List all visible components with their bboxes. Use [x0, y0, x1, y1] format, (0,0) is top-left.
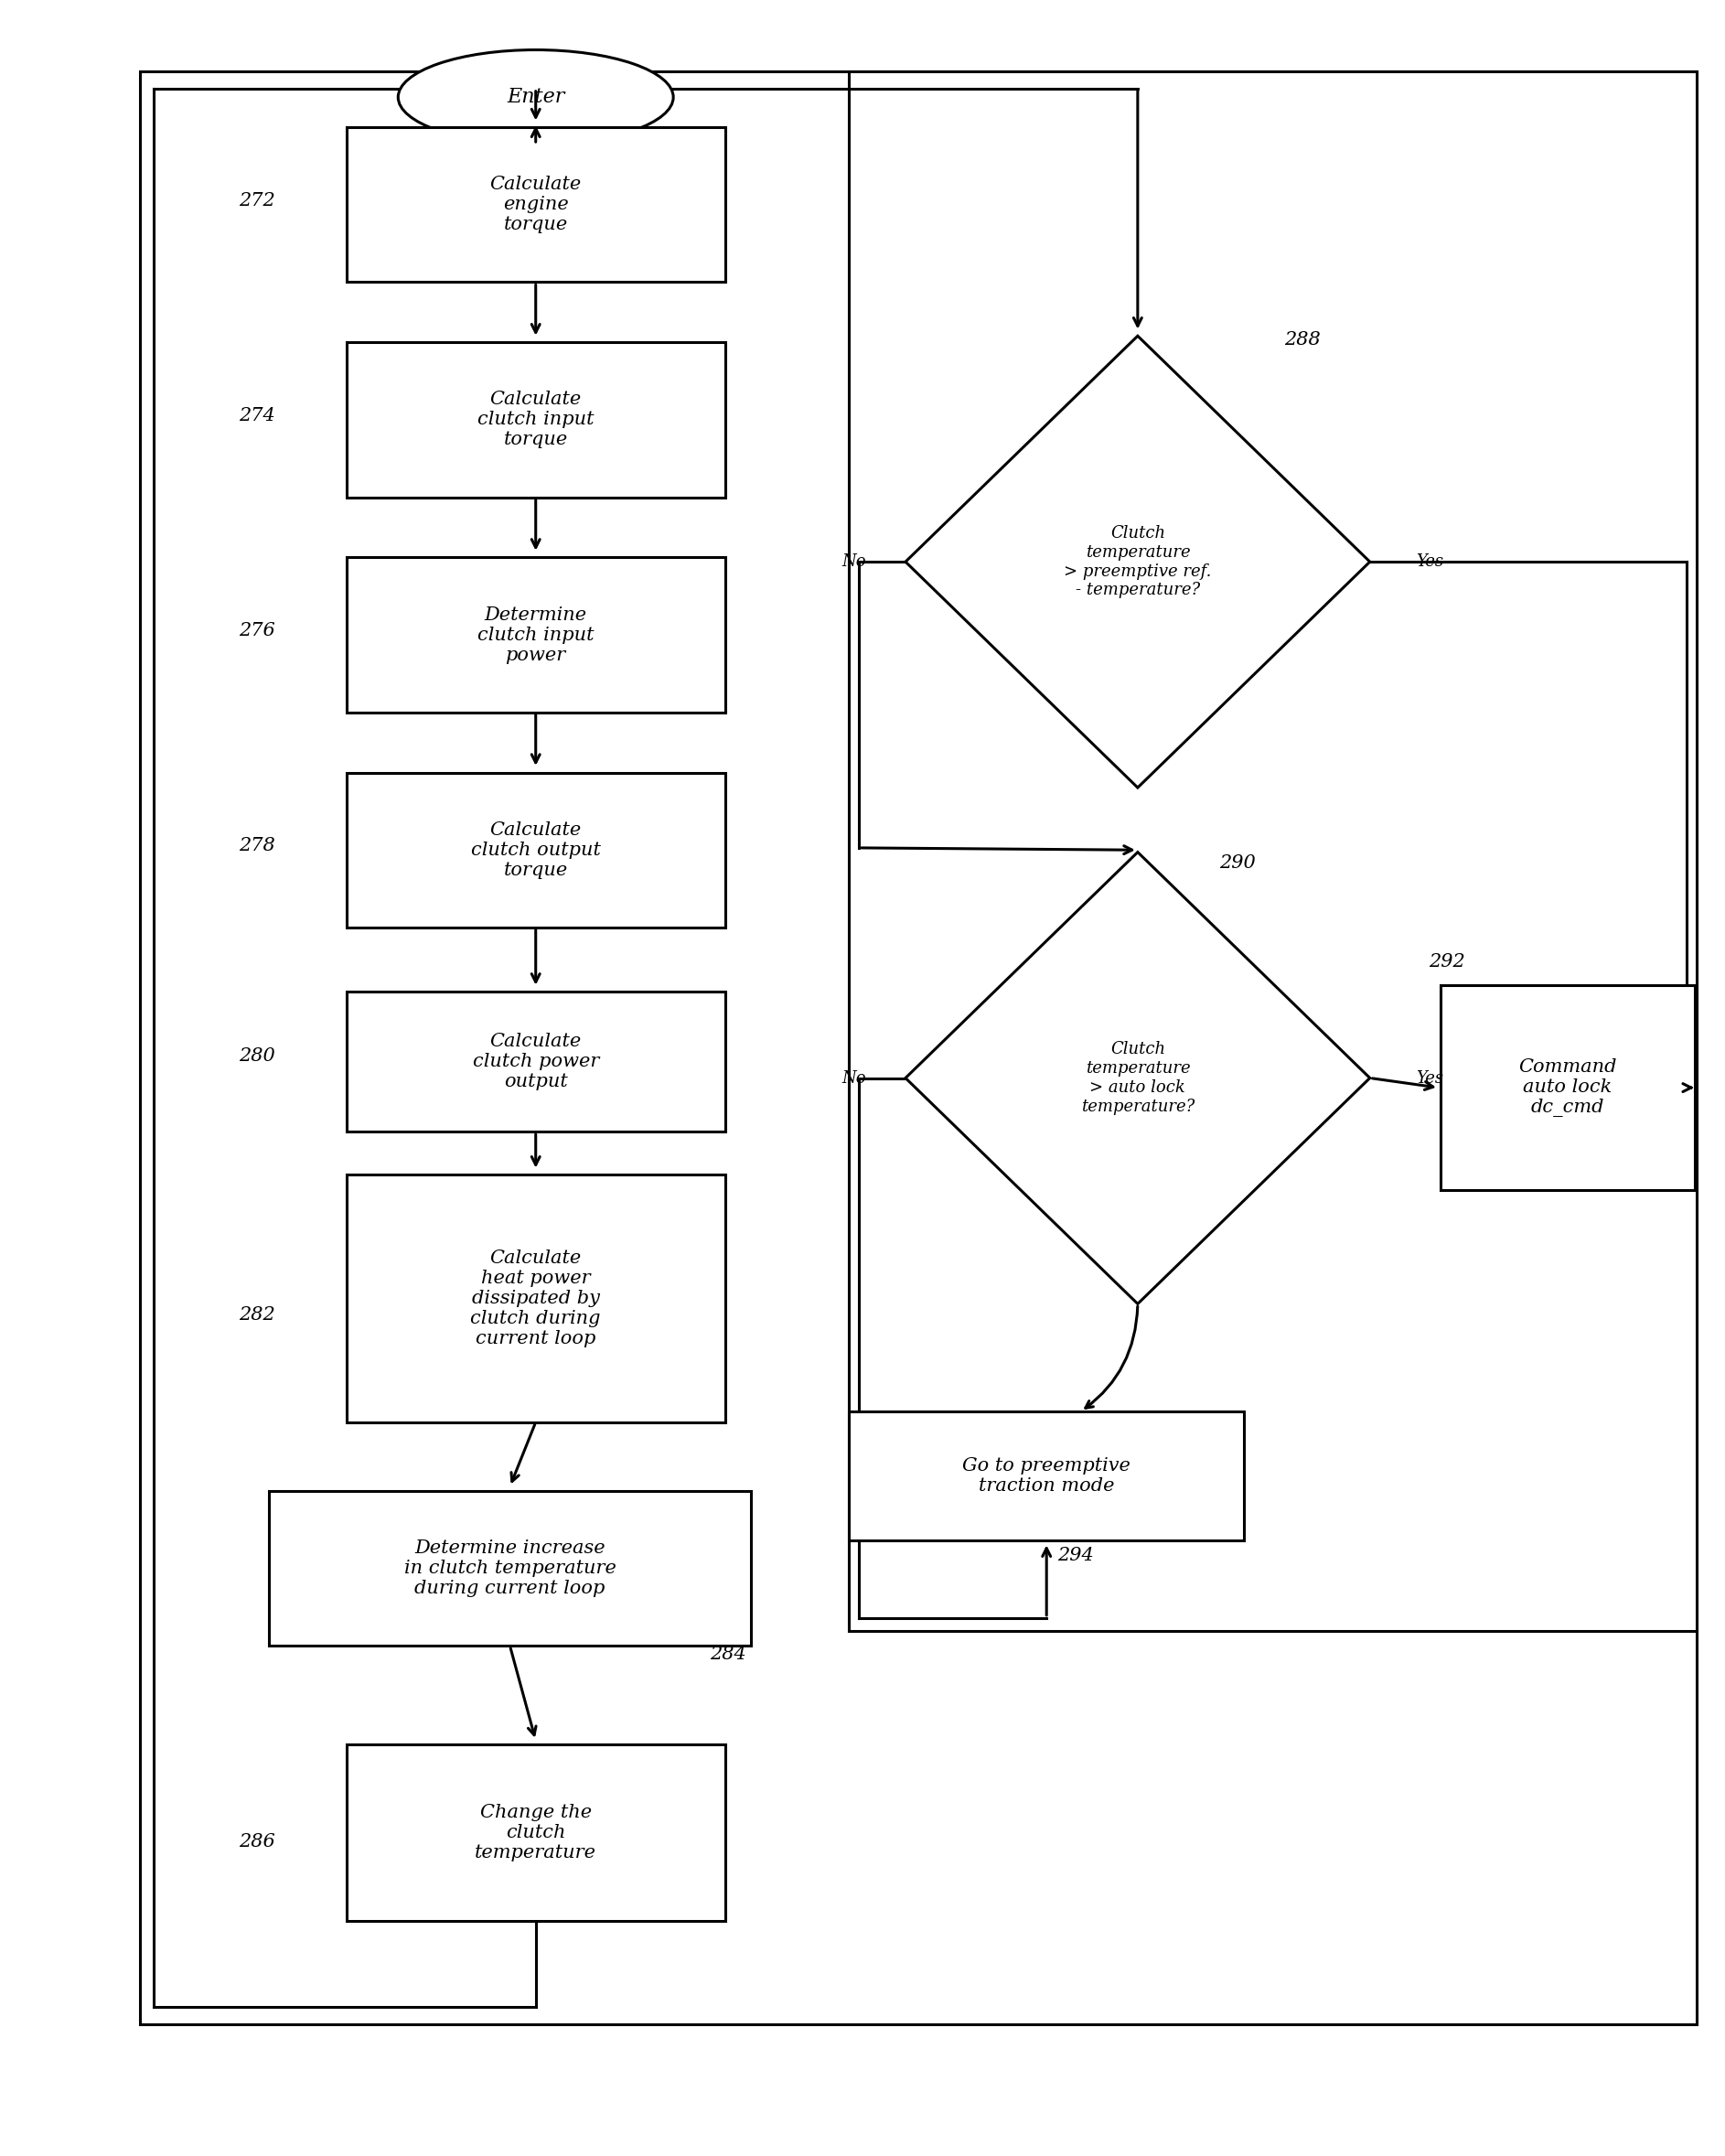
Text: 284: 284 [711, 1645, 747, 1662]
Text: Clutch
temperature
> auto lock
temperature?: Clutch temperature > auto lock temperatu… [1082, 1041, 1194, 1115]
Text: No: No [842, 1069, 866, 1087]
Text: Change the
clutch
temperature: Change the clutch temperature [474, 1805, 597, 1863]
Text: Yes: Yes [1416, 1069, 1444, 1087]
FancyBboxPatch shape [347, 127, 724, 282]
Text: Calculate
engine
torque: Calculate engine torque [490, 177, 581, 233]
FancyBboxPatch shape [849, 1412, 1244, 1539]
Text: Go to preemptive
traction mode: Go to preemptive traction mode [963, 1457, 1130, 1494]
Text: No: No [842, 554, 866, 569]
FancyBboxPatch shape [347, 772, 724, 927]
Text: Yes: Yes [1416, 554, 1444, 569]
Text: Calculate
clutch output
torque: Calculate clutch output torque [471, 821, 600, 880]
Text: Calculate
clutch power
output: Calculate clutch power output [473, 1033, 599, 1091]
Text: Determine increase
in clutch temperature
during current loop: Determine increase in clutch temperature… [404, 1539, 616, 1598]
FancyBboxPatch shape [347, 558, 724, 711]
Text: Determine
clutch input
power: Determine clutch input power [478, 606, 593, 664]
Text: 276: 276 [238, 621, 276, 640]
Text: 286: 286 [238, 1833, 276, 1850]
FancyBboxPatch shape [347, 343, 724, 498]
FancyBboxPatch shape [269, 1492, 750, 1645]
Text: 278: 278 [238, 837, 276, 854]
Text: Enter: Enter [507, 86, 564, 108]
Text: Calculate
clutch input
torque: Calculate clutch input torque [478, 390, 593, 448]
FancyBboxPatch shape [347, 1744, 724, 1921]
Text: 294: 294 [1057, 1546, 1094, 1565]
Text: 274: 274 [238, 407, 276, 425]
FancyBboxPatch shape [849, 71, 1697, 1630]
Text: Command
auto lock
dc_cmd: Command auto lock dc_cmd [1518, 1059, 1616, 1117]
Text: 280: 280 [238, 1048, 276, 1065]
Polygon shape [906, 852, 1370, 1304]
Polygon shape [906, 336, 1370, 787]
FancyBboxPatch shape [347, 1175, 724, 1423]
Ellipse shape [398, 50, 673, 144]
Text: 288: 288 [1285, 332, 1321, 349]
Text: 292: 292 [1428, 953, 1466, 970]
Text: 282: 282 [238, 1307, 276, 1324]
FancyBboxPatch shape [1440, 985, 1696, 1190]
Text: Calculate
heat power
dissipated by
clutch during
current loop: Calculate heat power dissipated by clutc… [471, 1250, 600, 1348]
Text: Clutch
temperature
> preemptive ref.
- temperature?: Clutch temperature > preemptive ref. - t… [1064, 526, 1211, 599]
Text: 290: 290 [1220, 854, 1256, 871]
Text: 272: 272 [238, 192, 276, 209]
FancyBboxPatch shape [140, 71, 1697, 2024]
FancyBboxPatch shape [347, 992, 724, 1132]
